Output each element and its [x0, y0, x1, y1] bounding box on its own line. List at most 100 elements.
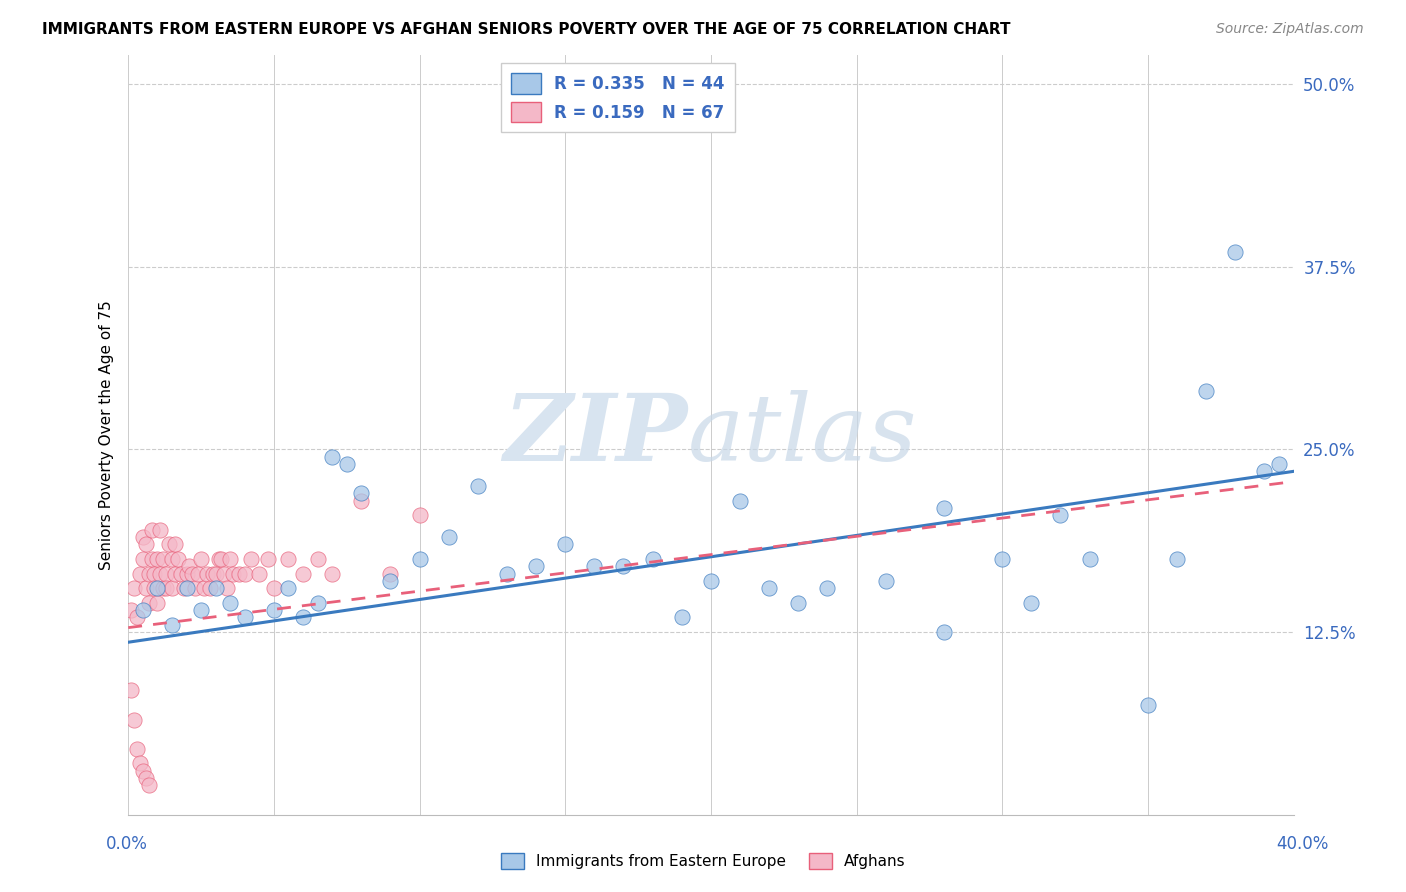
Point [173, 581, 195, 595]
Text: atlas: atlas [688, 390, 917, 480]
Point [671, 610, 693, 624]
Point [408, 508, 430, 523]
Point [198, 581, 221, 595]
Point [496, 566, 519, 581]
Point [380, 566, 402, 581]
Point [758, 581, 780, 595]
Point [152, 552, 174, 566]
Point [321, 450, 343, 464]
Point [141, 552, 163, 566]
Point [135, 771, 157, 785]
Point [1195, 384, 1218, 398]
Point [277, 581, 299, 595]
Point [204, 581, 226, 595]
Point [141, 523, 163, 537]
Point [292, 610, 315, 624]
Point [125, 742, 148, 756]
Point [219, 596, 242, 610]
Point [307, 596, 329, 610]
Point [1225, 245, 1247, 260]
Point [204, 566, 226, 581]
Point [222, 566, 245, 581]
Point [135, 537, 157, 551]
Point [307, 552, 329, 566]
Point [193, 581, 215, 595]
Point [991, 552, 1014, 566]
Point [195, 566, 218, 581]
Y-axis label: Seniors Poverty Over the Age of 75: Seniors Poverty Over the Age of 75 [100, 300, 114, 570]
Point [152, 581, 174, 595]
Point [179, 559, 201, 574]
Point [219, 552, 242, 566]
Point [321, 566, 343, 581]
Text: IMMIGRANTS FROM EASTERN EUROPE VS AFGHAN SENIORS POVERTY OVER THE AGE OF 75 CORR: IMMIGRANTS FROM EASTERN EUROPE VS AFGHAN… [42, 22, 1011, 37]
Point [408, 552, 430, 566]
Point [292, 566, 315, 581]
Point [190, 552, 212, 566]
Point [932, 625, 955, 640]
Point [129, 566, 152, 581]
Point [233, 610, 256, 624]
Point [350, 493, 373, 508]
Point [160, 581, 183, 595]
Point [787, 596, 810, 610]
Point [641, 552, 664, 566]
Point [207, 552, 229, 566]
Point [728, 493, 751, 508]
Point [146, 581, 169, 595]
Point [184, 581, 207, 595]
Point [524, 559, 547, 574]
Point [149, 523, 172, 537]
Point [170, 566, 193, 581]
Point [132, 764, 155, 778]
Point [263, 603, 285, 617]
Point [1268, 457, 1291, 471]
Point [135, 581, 157, 595]
Point [143, 581, 166, 595]
Text: Source: ZipAtlas.com: Source: ZipAtlas.com [1216, 22, 1364, 37]
Point [120, 603, 142, 617]
Text: ZIP: ZIP [503, 390, 688, 480]
Point [166, 552, 188, 566]
Point [138, 566, 160, 581]
Point [160, 552, 183, 566]
Point [157, 537, 180, 551]
Point [214, 566, 236, 581]
Point [138, 778, 160, 792]
Point [1253, 464, 1275, 478]
Point [190, 603, 212, 617]
Point [122, 713, 145, 727]
Point [336, 457, 359, 471]
Point [1136, 698, 1159, 712]
Point [125, 610, 148, 624]
Point [277, 552, 299, 566]
Point [247, 566, 270, 581]
Point [437, 530, 460, 544]
Point [257, 552, 280, 566]
Point [583, 559, 606, 574]
Point [120, 683, 142, 698]
Legend: Immigrants from Eastern Europe, Afghans: Immigrants from Eastern Europe, Afghans [495, 847, 911, 875]
Point [122, 581, 145, 595]
Point [554, 537, 576, 551]
Point [1049, 508, 1071, 523]
Point [187, 566, 209, 581]
Point [875, 574, 897, 588]
Point [132, 552, 155, 566]
Point [138, 596, 160, 610]
Point [146, 552, 169, 566]
Point [163, 566, 186, 581]
Text: 40.0%: 40.0% [1277, 835, 1329, 853]
Point [181, 566, 204, 581]
Point [132, 603, 155, 617]
Point [1078, 552, 1101, 566]
Point [217, 581, 239, 595]
Point [129, 756, 152, 771]
Point [146, 596, 169, 610]
Point [612, 559, 634, 574]
Point [160, 617, 183, 632]
Point [211, 552, 233, 566]
Point [143, 566, 166, 581]
Point [155, 581, 177, 595]
Point [176, 581, 198, 595]
